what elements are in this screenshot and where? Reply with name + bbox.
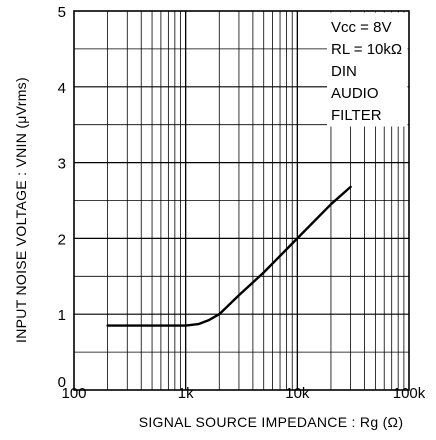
noise-curve — [106, 185, 352, 327]
condition-filter: FILTER — [331, 107, 382, 124]
condition-vcc: Vcc = 8V — [331, 19, 391, 36]
y-axis-label: INPUT NOISE VOLTAGE : VNIN (μVrms) — [13, 77, 29, 343]
y-tick-label: 0 — [58, 374, 66, 391]
grid — [74, 11, 409, 390]
x-tick-label: 10k — [285, 385, 310, 402]
y-tick-label: 5 — [58, 4, 66, 21]
x-axis-label: SIGNAL SOURCE IMPEDANCE : Rg (Ω) — [139, 414, 404, 430]
condition-din: DIN — [331, 63, 357, 80]
y-tick-label: 4 — [58, 80, 66, 97]
series-layer — [106, 185, 352, 327]
plot-frame — [73, 10, 410, 391]
y-tick-label: 1 — [58, 307, 66, 324]
tick-labels: 100 1k 10k 100k 0 1 2 3 4 5 — [58, 4, 426, 402]
y-tick-label: 3 — [58, 156, 66, 173]
y-tick-label: 2 — [58, 231, 66, 248]
condition-audio: AUDIO — [331, 85, 379, 102]
conditions-box — [327, 12, 408, 127]
condition-rl: RL = 10kΩ — [331, 41, 402, 58]
x-tick-label: 1k — [178, 385, 194, 402]
x-tick-label: 100 — [61, 385, 86, 402]
x-tick-label: 100k — [393, 385, 426, 402]
